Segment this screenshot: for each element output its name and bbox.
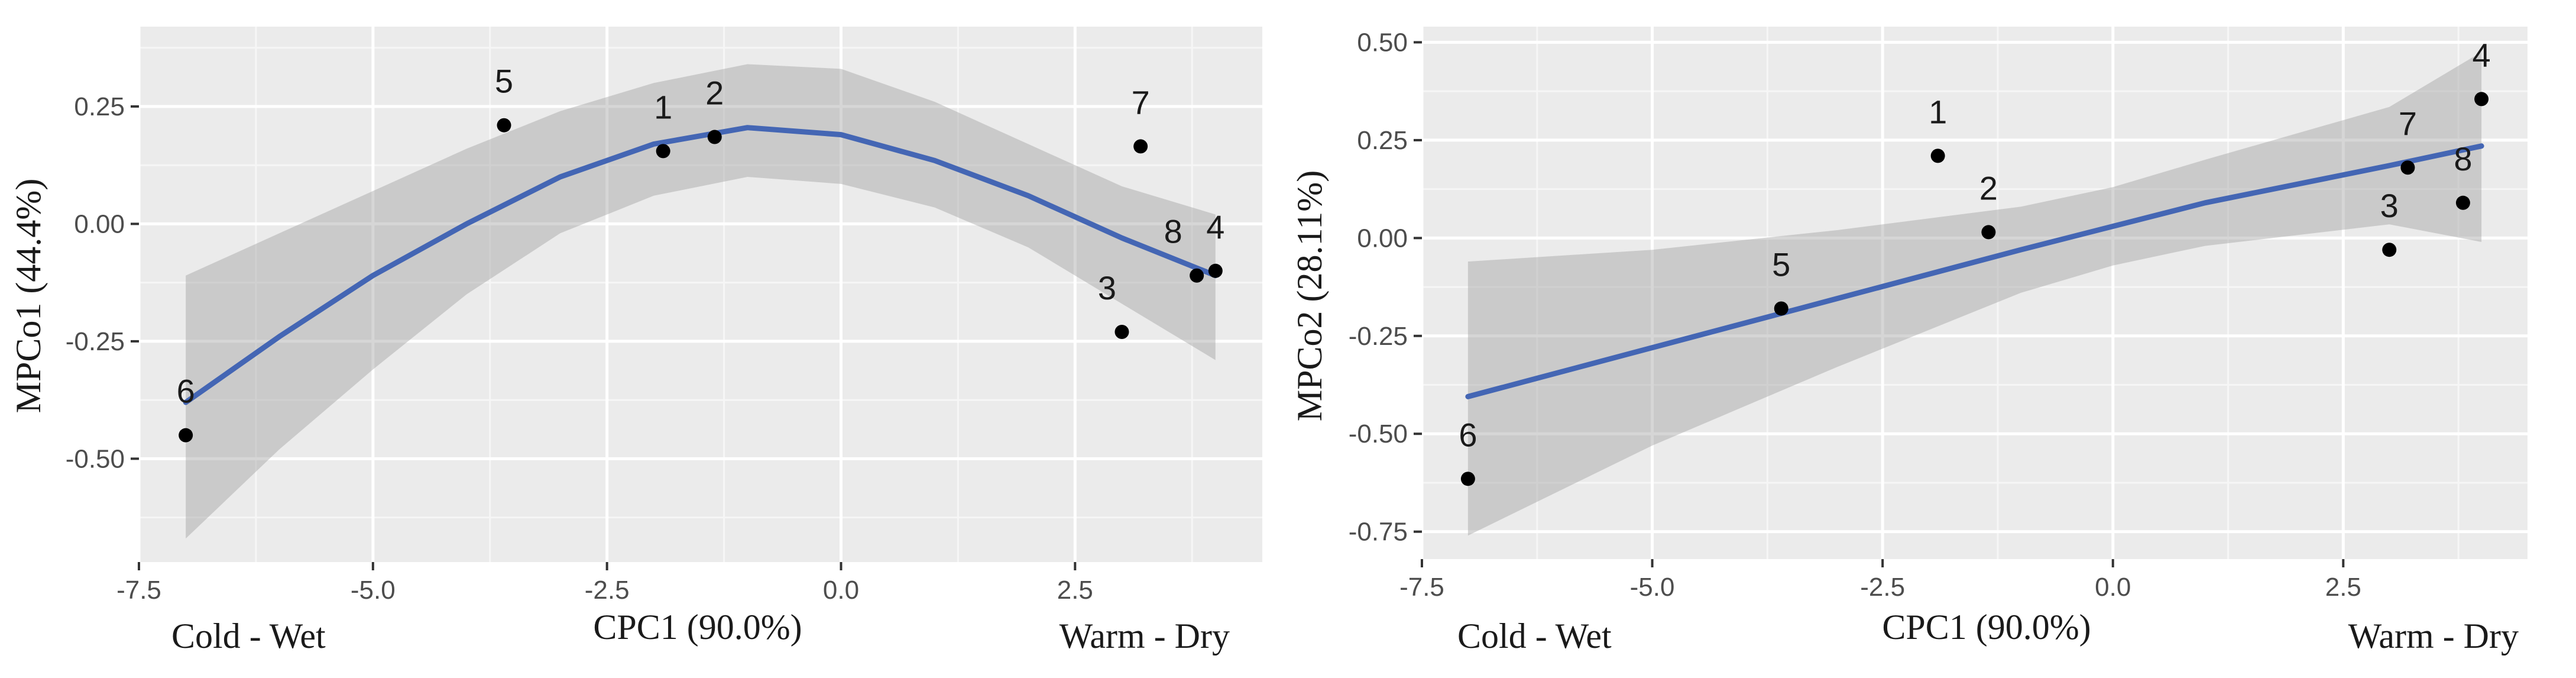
left-data-point-8	[1190, 268, 1204, 283]
left-data-point-5	[497, 118, 511, 133]
right-x-axis-title: CPC1 (90.0%)	[1882, 608, 2091, 647]
right-cold-wet-label: Cold - Wet	[1457, 616, 1612, 656]
right-warm-dry-label: Warm - Dry	[2348, 616, 2519, 656]
left-x-tick-label: -2.5	[585, 576, 630, 605]
right-point-label-6: 6	[1459, 416, 1477, 453]
right-confidence-band	[1467, 52, 2482, 536]
right-data-point-3	[2382, 243, 2397, 257]
left-data-point-1	[656, 144, 670, 159]
right-y-tick-label: -0.50	[1349, 419, 1408, 448]
right-y-tick-label: -0.75	[1349, 518, 1408, 547]
left-y-tick-label: -0.50	[66, 444, 125, 473]
left-data-point-7	[1133, 139, 1148, 154]
left-fit-line	[183, 125, 1219, 405]
right-x-tick-label: -7.5	[1399, 573, 1444, 602]
left-x-tick-label: 0.0	[823, 576, 859, 605]
left-data-point-4	[1208, 263, 1223, 278]
right-fit-line	[1465, 143, 2484, 399]
left-point-label-8: 8	[1164, 213, 1182, 250]
left-point-label-2: 2	[705, 75, 724, 112]
left-point-label-4: 4	[1206, 208, 1224, 246]
right-data-point-2	[1981, 225, 1996, 240]
right-point-label-7: 7	[2399, 105, 2417, 142]
left-data-point-3	[1114, 325, 1129, 340]
left-cold-wet-label: Cold - Wet	[171, 616, 326, 656]
left-y-tick-label: 0.25	[74, 92, 125, 121]
left-x-tick-label: -5.0	[351, 576, 396, 605]
right-x-tick-label: -5.0	[1630, 573, 1675, 602]
left-point-label-5: 5	[495, 63, 513, 100]
right-x-tick-label: 0.0	[2095, 573, 2131, 602]
right-data-point-6	[1460, 472, 1475, 486]
right-data-point-8	[2455, 195, 2470, 210]
left-x-axis-title: CPC1 (90.0%)	[593, 608, 802, 647]
right-x-tick-label: -2.5	[1860, 573, 1905, 602]
right-x-tick-label: 2.5	[2325, 573, 2361, 602]
left-data-point-2	[707, 130, 722, 144]
right-point-label-4: 4	[2473, 36, 2491, 73]
left-chart-panel: 1 2 3 4 5 6 7 8 -7.5 -5.0 -2.5 0.0 2.5 0.25 0.00 -0.25 -…	[9, 27, 1262, 656]
right-y-tick-label: -0.25	[1349, 322, 1408, 351]
right-data-point-1	[1930, 148, 1945, 163]
left-confidence-band	[186, 64, 1216, 539]
left-y-tick-label: -0.25	[66, 327, 125, 356]
left-warm-dry-label: Warm - Dry	[1059, 616, 1230, 656]
right-data-point-7	[2400, 160, 2415, 175]
left-point-label-3: 3	[1098, 269, 1116, 306]
right-data-point-4	[2474, 92, 2489, 106]
left-y-axis-title: MPCo1 (44.4%)	[9, 179, 48, 414]
right-y-tick-label: 0.00	[1357, 224, 1408, 253]
right-point-label-3: 3	[2380, 187, 2399, 224]
left-point-label-7: 7	[1132, 83, 1150, 121]
right-point-label-1: 1	[1929, 93, 1947, 130]
left-point-label-1: 1	[654, 88, 672, 125]
right-y-tick-label: 0.25	[1357, 126, 1408, 155]
right-data-point-5	[1774, 301, 1788, 316]
right-y-axis-title: MPCo2 (28.11%)	[1290, 170, 1329, 421]
right-point-label-2: 2	[1979, 169, 1998, 206]
left-point-label-6: 6	[177, 373, 195, 410]
left-x-tick-label: 2.5	[1057, 576, 1093, 605]
left-data-point-6	[179, 428, 193, 443]
right-y-tick-label: 0.50	[1357, 28, 1408, 57]
left-y-tick-label: 0.00	[74, 209, 125, 238]
right-point-label-5: 5	[1772, 246, 1790, 283]
left-x-tick-label: -7.5	[116, 576, 161, 605]
right-point-label-8: 8	[2454, 140, 2472, 177]
right-chart-panel: 1 2 3 4 5 6 78 -7.5 -5.0 -2.5 0.0 2.5 0.50 0.25 0.00 -0…	[1290, 27, 2528, 656]
